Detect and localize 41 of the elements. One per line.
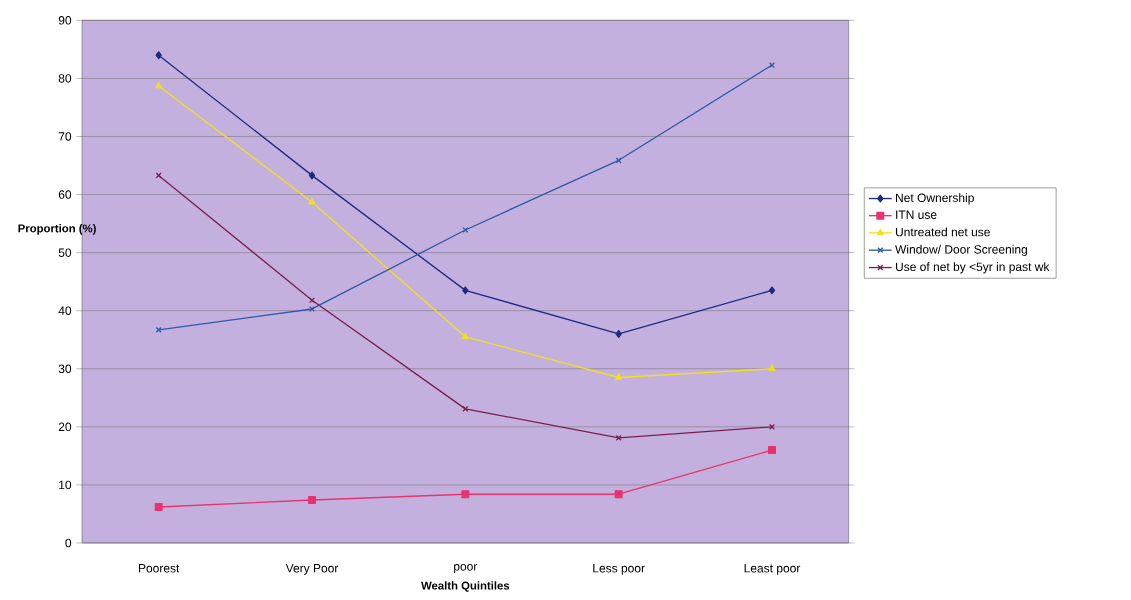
point — [615, 329, 622, 338]
x-tick-label: Very Poor — [285, 564, 339, 575]
y-tick-label: 70 — [58, 132, 72, 141]
legend-label: Net Ownership — [896, 193, 974, 205]
point — [154, 502, 163, 511]
y-tick-label: 50 — [58, 248, 72, 257]
point — [768, 286, 776, 295]
legend-label: Window/ Door Screening — [895, 244, 1027, 257]
legend-label: ITN use — [896, 210, 937, 219]
x-tick-label: Poorest — [138, 564, 180, 573]
x-tick-label: poor — [454, 564, 478, 574]
point — [462, 405, 469, 412]
point — [615, 373, 623, 380]
point — [155, 81, 163, 89]
point — [308, 171, 316, 180]
x-tick-label: Less poor — [593, 564, 645, 575]
point — [614, 490, 623, 499]
y-tick-label: 80 — [58, 74, 72, 83]
x-axis-title: Wealth Quintiles — [421, 581, 510, 592]
x-tick-label: Least poor — [744, 564, 801, 575]
point — [155, 51, 162, 60]
y-tick-label: 30 — [58, 364, 72, 374]
point — [462, 226, 469, 234]
y-tick-label: 60 — [58, 190, 72, 199]
point — [308, 496, 317, 505]
y-tick-label: 0 — [65, 538, 72, 548]
point — [308, 198, 316, 205]
point — [768, 446, 777, 455]
y-tick-label: 90 — [58, 16, 72, 25]
point — [615, 434, 622, 441]
point — [462, 286, 469, 295]
point — [461, 490, 470, 499]
point — [768, 364, 776, 372]
y-tick-label: 20 — [58, 422, 72, 432]
y-axis-title: Proportion (%) — [18, 224, 96, 235]
point — [155, 326, 162, 333]
legend-label: Use of net by <5yr in past wk — [895, 262, 1050, 274]
point — [461, 332, 469, 340]
legend-label: Untreated net use — [895, 227, 990, 237]
y-tick-label: 10 — [59, 480, 72, 490]
y-tick-label: 40 — [58, 306, 72, 315]
